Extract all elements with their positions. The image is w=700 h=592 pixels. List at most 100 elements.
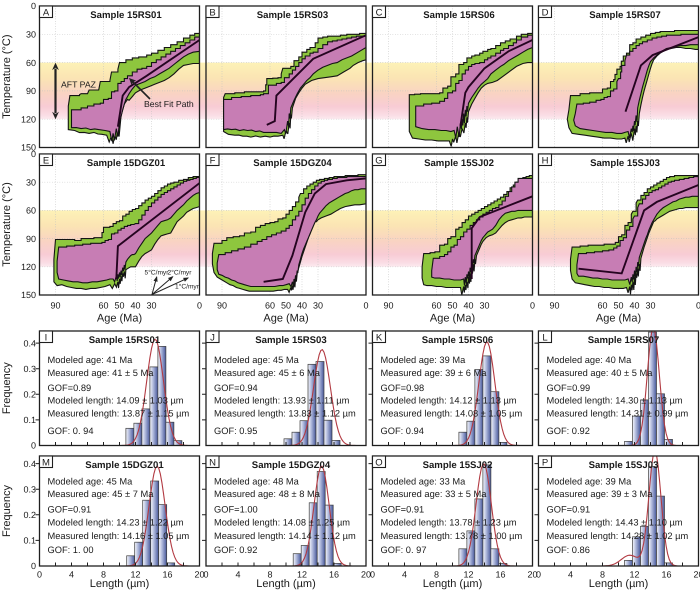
svg-text:J: J <box>210 332 215 343</box>
svg-text:60: 60 <box>597 301 607 311</box>
svg-text:20: 20 <box>527 570 537 580</box>
svg-text:4: 4 <box>69 570 74 580</box>
svg-text:0.1: 0.1 <box>23 536 36 546</box>
svg-text:40: 40 <box>130 301 140 311</box>
svg-text:Best Fit Path: Best Fit Path <box>144 99 194 109</box>
svg-text:Sample 15RS07: Sample 15RS07 <box>588 335 659 346</box>
svg-text:16: 16 <box>495 570 505 580</box>
svg-text:GOF: 0. 97: GOF: 0. 97 <box>381 545 427 555</box>
svg-text:GOF: 1. 00: GOF: 1. 00 <box>48 545 94 555</box>
svg-text:0: 0 <box>696 301 700 311</box>
svg-text:GOF=0.91: GOF=0.91 <box>547 505 591 515</box>
svg-text:1°C/myr: 1°C/myr <box>175 284 200 291</box>
svg-text:Modeled age: 40 Ma: Modeled age: 40 Ma <box>547 355 633 365</box>
svg-text:Age (Ma): Age (Ma) <box>596 313 641 325</box>
svg-text:150: 150 <box>21 290 36 300</box>
svg-text:40: 40 <box>297 301 307 311</box>
svg-text:16: 16 <box>162 570 172 580</box>
svg-text:30: 30 <box>26 30 36 40</box>
svg-text:0: 0 <box>536 570 541 580</box>
svg-text:Sample 15SJ03: Sample 15SJ03 <box>590 158 660 169</box>
svg-text:Measured age: 39 ± 6 Ma: Measured age: 39 ± 6 Ma <box>381 368 488 378</box>
svg-text:Measured age: 45 ± 6 Ma: Measured age: 45 ± 6 Ma <box>214 368 321 378</box>
svg-text:30: 30 <box>26 177 36 187</box>
svg-text:M: M <box>42 457 50 468</box>
svg-text:0: 0 <box>31 149 36 159</box>
svg-text:GOF=0.91: GOF=0.91 <box>48 505 92 515</box>
svg-text:GOF=0.98: GOF=0.98 <box>381 383 425 393</box>
svg-text:60: 60 <box>26 206 36 216</box>
svg-text:B: B <box>209 7 215 18</box>
svg-text:Modeled age: 39 Ma: Modeled age: 39 Ma <box>547 477 633 487</box>
svg-text:Modeled length: 14.23 ± 1.22 µ: Modeled length: 14.23 ± 1.22 µm <box>48 518 184 528</box>
svg-text:90: 90 <box>549 301 559 311</box>
svg-text:12: 12 <box>130 570 140 580</box>
svg-text:Age (Ma): Age (Ma) <box>97 313 142 325</box>
svg-text:60: 60 <box>265 301 275 311</box>
svg-text:GOF=0.91: GOF=0.91 <box>381 505 425 515</box>
svg-text:60: 60 <box>26 58 36 68</box>
svg-text:Sample 15DGZ01: Sample 15DGZ01 <box>85 460 164 471</box>
svg-text:GOF=0.94: GOF=0.94 <box>214 383 258 393</box>
svg-text:Sample 15SJ02: Sample 15SJ02 <box>423 460 493 471</box>
svg-text:Frequency: Frequency <box>1 362 13 414</box>
svg-text:20: 20 <box>194 570 204 580</box>
svg-text:0.4: 0.4 <box>23 459 36 469</box>
svg-text:8: 8 <box>101 570 106 580</box>
svg-text:12: 12 <box>463 570 473 580</box>
svg-text:Sample 15RS06: Sample 15RS06 <box>423 10 494 21</box>
svg-text:30: 30 <box>645 301 655 311</box>
svg-text:Frequency: Frequency <box>1 485 13 537</box>
svg-text:20: 20 <box>361 570 371 580</box>
svg-text:0: 0 <box>530 301 535 311</box>
svg-text:GOF: 0.94: GOF: 0.94 <box>381 426 424 436</box>
svg-text:0: 0 <box>197 301 202 311</box>
svg-text:Sample 15RS03: Sample 15RS03 <box>255 335 326 346</box>
svg-text:4: 4 <box>235 570 240 580</box>
svg-text:Sample 15RS06: Sample 15RS06 <box>422 335 493 346</box>
svg-text:Modeled age: 45 Ma: Modeled age: 45 Ma <box>214 355 300 365</box>
svg-text:I: I <box>45 332 48 343</box>
svg-text:Sample 15SJ02: Sample 15SJ02 <box>424 158 494 169</box>
svg-text:0.1: 0.1 <box>23 415 36 425</box>
svg-text:Length (µm): Length (µm) <box>256 578 316 590</box>
svg-text:0: 0 <box>363 301 368 311</box>
svg-text:E: E <box>43 155 49 166</box>
svg-text:D: D <box>542 7 549 18</box>
svg-text:H: H <box>542 155 549 166</box>
svg-text:Length (µm): Length (µm) <box>589 578 649 590</box>
svg-text:0.2: 0.2 <box>23 510 36 520</box>
svg-text:4: 4 <box>402 570 407 580</box>
svg-text:0.2: 0.2 <box>23 390 36 400</box>
svg-text:12: 12 <box>629 570 639 580</box>
svg-text:30: 30 <box>313 301 323 311</box>
svg-text:2°C/myr: 2°C/myr <box>168 270 193 277</box>
svg-text:Modeled length: 13.93 ± 1.11 µ: Modeled length: 13.93 ± 1.11 µm <box>214 396 350 406</box>
svg-text:8: 8 <box>267 570 272 580</box>
svg-text:Measured age: 39 ± 3 Ma: Measured age: 39 ± 3 Ma <box>547 489 654 499</box>
svg-text:60: 60 <box>98 301 108 311</box>
svg-text:GOF: 0.95: GOF: 0.95 <box>214 426 257 436</box>
svg-text:30: 30 <box>146 301 156 311</box>
svg-text:4: 4 <box>568 570 573 580</box>
svg-text:Measured length: 13.87 ± 1.15: Measured length: 13.87 ± 1.15 µm <box>48 409 190 419</box>
svg-text:0: 0 <box>31 1 36 11</box>
svg-text:Measured length: 14.28 ± 1.02: Measured length: 14.28 ± 1.02 µm <box>547 531 689 541</box>
svg-text:P: P <box>542 457 548 468</box>
svg-text:20: 20 <box>693 570 700 580</box>
svg-text:120: 120 <box>21 262 36 272</box>
svg-text:GOF: 0.92: GOF: 0.92 <box>214 545 257 555</box>
svg-text:150: 150 <box>21 143 36 153</box>
svg-text:Sample 15DGZ04: Sample 15DGZ04 <box>252 460 331 471</box>
svg-text:50: 50 <box>114 301 124 311</box>
svg-text:Modeled age: 48 Ma: Modeled age: 48 Ma <box>214 477 300 487</box>
svg-text:Measured length: 13.78 ± 1.00: Measured length: 13.78 ± 1.00 µm <box>381 531 523 541</box>
svg-text:0: 0 <box>37 570 42 580</box>
svg-text:Modeled age: 45 Ma: Modeled age: 45 Ma <box>48 477 134 487</box>
svg-text:Measured age: 41 ± 5 Ma: Measured age: 41 ± 5 Ma <box>48 368 155 378</box>
svg-text:K: K <box>376 332 383 343</box>
svg-text:Modeled length: 14.09 ± 1.03 µ: Modeled length: 14.09 ± 1.03 µm <box>48 396 184 406</box>
svg-text:30: 30 <box>479 301 489 311</box>
svg-text:Sample 15SJ03: Sample 15SJ03 <box>589 460 659 471</box>
svg-text:GOF=0.89: GOF=0.89 <box>48 383 92 393</box>
